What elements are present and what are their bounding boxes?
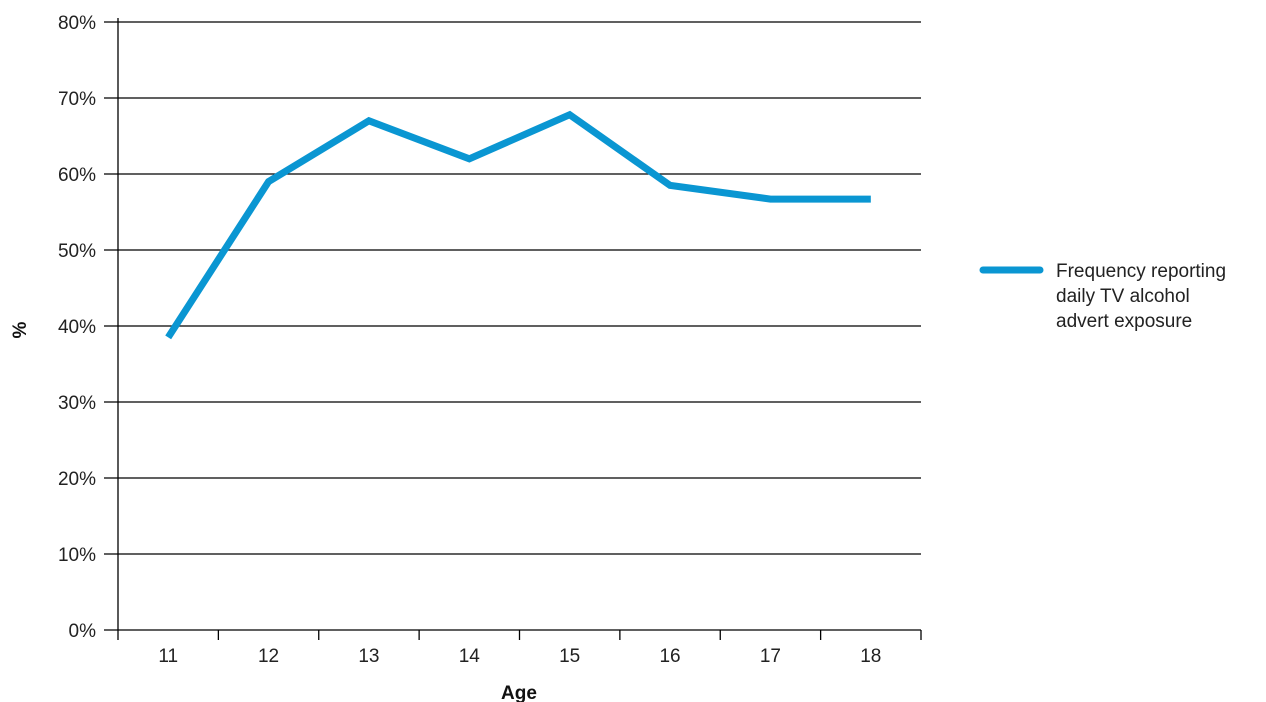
x-tick-label: 11 [158, 646, 178, 667]
y-tick-label: 50% [58, 241, 96, 262]
gridlines [104, 21, 921, 631]
x-tick-label: 12 [258, 646, 279, 667]
x-tick-label: 15 [559, 646, 580, 667]
x-axis-title: Age [501, 683, 537, 702]
y-tick-label: 70% [58, 89, 96, 110]
series-layer [165, 110, 871, 340]
x-axis-ticks: 11 12 13 14 15 16 17 18 [117, 630, 922, 667]
x-tick-label: 16 [659, 646, 680, 667]
legend-label-0: Frequency reporting daily TV alcohol adver… [1056, 261, 1226, 332]
legend: Frequency reporting daily TV alcohol adver… [979, 261, 1226, 332]
x-tick-label: 14 [459, 646, 481, 667]
y-axis-ticks: 0% 10% 20% 30% 40% 50% 60% 70% 80% [58, 13, 96, 642]
y-tick-label: 0% [69, 621, 97, 642]
y-tick-label: 60% [58, 165, 96, 186]
y-tick-label: 40% [58, 317, 96, 338]
x-tick-label: 17 [760, 646, 781, 667]
x-tick-label: 13 [358, 646, 379, 667]
series-line-0 [165, 110, 871, 340]
legend-label-line: daily TV alcohol [1056, 286, 1190, 307]
y-tick-label: 20% [58, 469, 96, 490]
y-tick-label: 10% [58, 545, 96, 566]
legend-label-line: advert exposure [1056, 311, 1192, 332]
y-tick-label: 80% [58, 13, 96, 34]
x-tick-label: 18 [860, 646, 881, 667]
y-axis-title: % [10, 321, 31, 338]
legend-label-line: Frequency reporting [1056, 261, 1226, 282]
y-tick-label: 30% [58, 393, 96, 414]
